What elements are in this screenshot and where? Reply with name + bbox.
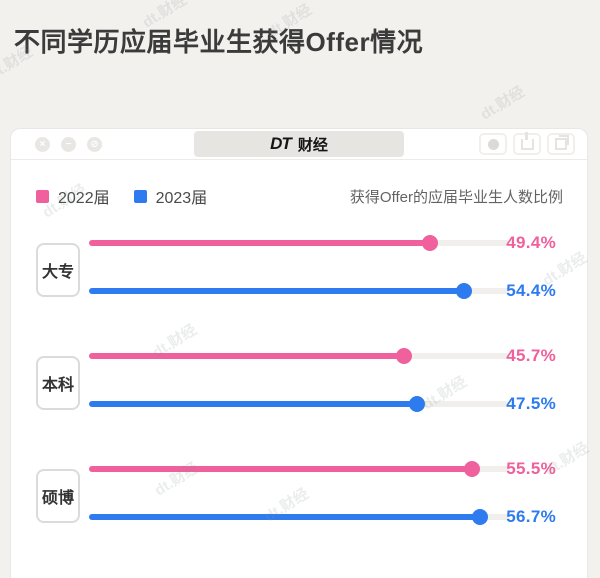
- bar-fill-2023: [89, 509, 489, 525]
- bar-dot: [463, 461, 480, 477]
- value-label: 49.4%: [506, 233, 556, 252]
- bar-group: 55.5% 56.7%: [89, 458, 587, 534]
- bar-fill-2023: [89, 283, 473, 299]
- titlebar-actions: [479, 131, 575, 155]
- bar-2023: 47.5%: [89, 394, 587, 413]
- bar-2022: 45.7%: [89, 346, 587, 365]
- bar-fill-2022: [89, 235, 438, 251]
- value-label: 55.5%: [506, 459, 556, 478]
- category-label: 本科: [36, 356, 80, 410]
- chart-row-shuobo: 硕博 55.5% 56.7%: [36, 458, 587, 534]
- category-label: 硕博: [36, 469, 80, 523]
- value-label: 56.7%: [506, 507, 556, 526]
- share-button[interactable]: [513, 131, 541, 155]
- bar-group: 49.4% 54.4%: [89, 232, 587, 308]
- window-controls: × − ⊘: [35, 136, 102, 152]
- value-label: 54.4%: [506, 281, 556, 300]
- chart-row-dazhuan: 大专 49.4% 54.4%: [36, 232, 587, 308]
- bar-fill-2022: [89, 348, 413, 364]
- legend: 2022届 2023届 获得Offer的应届毕业生人数比例: [36, 184, 563, 208]
- record-icon: [487, 138, 499, 150]
- legend-label-2022: 2022届: [58, 190, 110, 207]
- bar-fill-2022: [89, 461, 480, 477]
- bar-2022: 49.4%: [89, 233, 587, 252]
- page-title: 不同学历应届毕业生获得Offer情况: [14, 27, 424, 57]
- value-label: 47.5%: [506, 394, 556, 413]
- record-button[interactable]: [479, 133, 507, 155]
- chart-row-benke: 本科 45.7% 47.5%: [36, 345, 587, 421]
- category-label: 大专: [36, 243, 80, 297]
- window-titlebar: × − ⊘ DT 财经: [11, 129, 587, 160]
- brand-dt-text: DT: [270, 134, 292, 153]
- brand-caijing-text: 财经: [297, 136, 328, 154]
- bar-dot: [408, 396, 425, 412]
- bar-dot: [396, 348, 413, 364]
- bar-group: 45.7% 47.5%: [89, 345, 587, 421]
- bar-2023: 56.7%: [89, 507, 587, 526]
- chart-subtitle: 获得Offer的应届毕业生人数比例: [349, 188, 563, 206]
- legend-swatch-2023: [133, 189, 147, 203]
- chart-rows: 大专 49.4% 54.4% 本科 45.: [36, 232, 587, 534]
- legend-item-2022: 2022届: [36, 184, 110, 208]
- dt-caijing-logo: DT 财经: [194, 131, 404, 157]
- share-icon: [520, 131, 534, 150]
- legend-label-2023: 2023届: [155, 190, 208, 207]
- watermark: dt.财经: [477, 83, 528, 124]
- value-label: 45.7%: [506, 346, 556, 365]
- bar-2023: 54.4%: [89, 281, 587, 300]
- bar-fill-2023: [89, 396, 425, 412]
- copy-button[interactable]: [547, 133, 575, 155]
- bar-dot: [456, 283, 473, 299]
- bar-dot: [421, 235, 438, 251]
- close-button[interactable]: ×: [35, 136, 50, 152]
- chart-card: × − ⊘ DT 财经 2022届 2023届 获得Offer的应届毕业生人数比…: [10, 128, 588, 578]
- bar-2022: 55.5%: [89, 459, 587, 478]
- copy-icon: [555, 135, 569, 150]
- block-button[interactable]: ⊘: [87, 136, 102, 152]
- legend-swatch-2022: [36, 189, 49, 203]
- minimize-button[interactable]: −: [61, 136, 76, 152]
- legend-item-2023: 2023届: [133, 184, 208, 208]
